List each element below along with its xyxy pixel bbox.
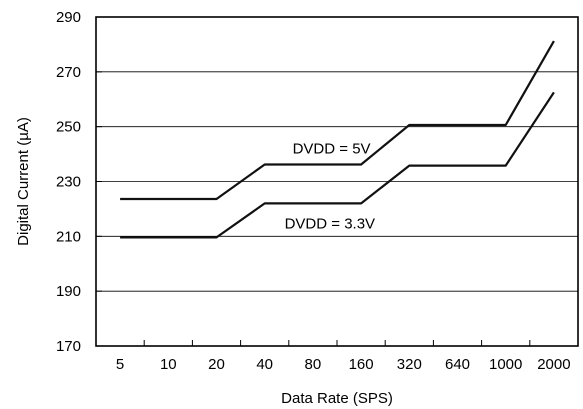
x-tick-label-40: 40: [256, 356, 273, 373]
series-annotation-0: DVDD = 5V: [293, 141, 371, 158]
x-axis-label: Data Rate (SPS): [281, 390, 393, 407]
y-tick-label-210: 210: [56, 228, 81, 245]
x-tick-label-10: 10: [160, 356, 177, 373]
gridlines: [96, 71, 578, 292]
x-tick-label-20: 20: [208, 356, 225, 373]
series-annotations: DVDD = 5V DVDD = 3.3V: [285, 141, 375, 233]
series-line-1: [120, 91, 555, 239]
series-line-0: [120, 40, 555, 201]
y-tick-label-270: 270: [56, 64, 81, 81]
x-tick-label-5: 5: [116, 356, 124, 373]
x-tick-label-320: 320: [397, 356, 422, 373]
y-axis-label: Digital Current (µA): [15, 117, 32, 246]
x-tick-label-2000: 2000: [537, 356, 570, 373]
y-tick-label-170: 170: [56, 338, 81, 355]
x-tick-label-640: 640: [445, 356, 470, 373]
x-axis-ticks: 5 10 20 40 80 160 320 640 1000 2000: [116, 340, 571, 373]
series-lines: [120, 40, 555, 239]
x-tick-label-1000: 1000: [489, 356, 522, 373]
x-tick-label-80: 80: [305, 356, 322, 373]
y-tick-label-250: 250: [56, 119, 81, 136]
y-tick-label-290: 290: [56, 9, 81, 26]
y-tick-label-190: 190: [56, 283, 81, 300]
y-tick-label-230: 230: [56, 174, 81, 191]
series-annotation-1: DVDD = 3.3V: [285, 215, 375, 232]
y-axis-ticks: 170 190 210 230 250 270 290: [56, 9, 102, 355]
x-tick-label-160: 160: [349, 356, 374, 373]
